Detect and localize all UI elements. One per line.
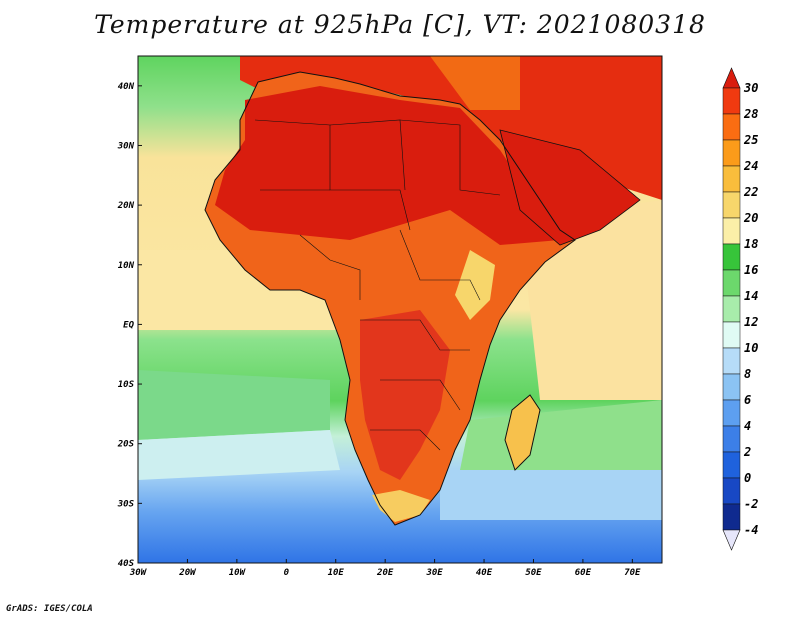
colorbar-swatch <box>722 477 741 505</box>
colorbar-swatch <box>722 217 741 245</box>
colorbar-bottom-arrow <box>722 529 741 551</box>
colorbar-swatch <box>722 191 741 219</box>
colorbar-label: 28 <box>743 107 758 121</box>
lat-label: 20N <box>117 201 135 211</box>
colorbar-swatch <box>722 399 741 427</box>
colorbar-swatch <box>722 425 741 453</box>
map-field <box>138 56 662 563</box>
colorbar-label: 6 <box>744 393 751 407</box>
lon-label: 50E <box>525 568 542 578</box>
lon-label: 40E <box>476 568 493 578</box>
grads-credit: GrADS: IGES/COLA <box>6 604 93 614</box>
indian-ocean-cool <box>440 470 662 520</box>
lon-label: 30W <box>129 568 148 578</box>
arabia-coastline <box>499 129 641 246</box>
colorbar-label: 12 <box>744 315 758 329</box>
colorbar-swatch <box>722 503 741 531</box>
colorbar-label: 18 <box>744 237 758 251</box>
colorbar-swatch <box>722 87 741 115</box>
colorbar-swatch <box>722 373 741 401</box>
colorbar-label: 30 <box>743 81 758 95</box>
colorbar-swatch <box>722 139 741 167</box>
country-borders <box>254 119 501 451</box>
madagascar <box>505 395 540 470</box>
colorbar-swatch <box>722 347 741 375</box>
south-atlantic-band <box>138 370 330 440</box>
plot-frame <box>137 55 663 564</box>
lat-label: 10N <box>118 261 135 271</box>
latitude-labels: 40N 30N 20N 10N EQ 10S 20S 30S 40S <box>117 82 142 569</box>
east-africa-cool <box>455 250 495 320</box>
colorbar-swatch <box>722 295 741 323</box>
colorbar-label: 24 <box>743 159 758 173</box>
colorbar-top-arrow <box>722 67 741 89</box>
lon-label: 0 <box>284 568 290 578</box>
madagascar-coastline <box>504 394 541 471</box>
lat-label: 30S <box>117 499 135 509</box>
south-atlantic-cool <box>138 430 340 480</box>
colorbar-swatch <box>722 243 741 271</box>
colorbar-label: 10 <box>744 341 758 355</box>
southern-africa-hot <box>360 310 450 480</box>
colorbar-label: -2 <box>744 497 758 511</box>
colorbar-label: 4 <box>744 419 751 433</box>
med-orange <box>430 56 520 110</box>
colorbar-label: 25 <box>743 133 758 147</box>
colorbar-label: 20 <box>743 211 758 225</box>
colorbar-label: 16 <box>744 263 758 277</box>
lat-label: 30N <box>117 141 135 151</box>
sahara-hot <box>215 86 560 245</box>
colorbar-label: 8 <box>744 367 751 381</box>
lon-label: 10E <box>328 568 345 578</box>
colorbar-swatch <box>722 321 741 349</box>
lon-label: 60E <box>575 568 592 578</box>
arabia-hot <box>500 130 640 245</box>
lat-label: EQ <box>123 320 134 330</box>
lon-label: 30E <box>425 568 443 578</box>
lat-label: 40S <box>118 559 135 569</box>
longitude-labels: 30W 20W 10W 0 10E 20E 30E 40E 50E 60E 70E <box>129 559 641 578</box>
lat-label: 10S <box>118 380 135 390</box>
lon-label: 70E <box>624 568 641 578</box>
colorbar-swatch <box>722 269 741 297</box>
africa-coastline <box>204 71 576 526</box>
lon-label: 10W <box>229 568 247 578</box>
lon-label: 20W <box>178 568 197 578</box>
map-title: Temperature at 925hPa [C], VT: 202108031… <box>94 10 706 39</box>
colorbar-label: 0 <box>744 471 751 485</box>
colorbar-swatch <box>722 165 741 193</box>
colorbar-label: 2 <box>743 445 751 459</box>
colorbar-label: 22 <box>743 185 758 199</box>
lon-label: 20E <box>376 568 394 578</box>
lat-label: 40N <box>118 82 135 92</box>
colorbar-label: 14 <box>744 289 758 303</box>
colorbar-swatch <box>722 451 741 479</box>
lat-label: 20S <box>117 440 135 450</box>
colorbar-label: -4 <box>744 523 758 537</box>
colorbar-swatch <box>722 113 741 141</box>
